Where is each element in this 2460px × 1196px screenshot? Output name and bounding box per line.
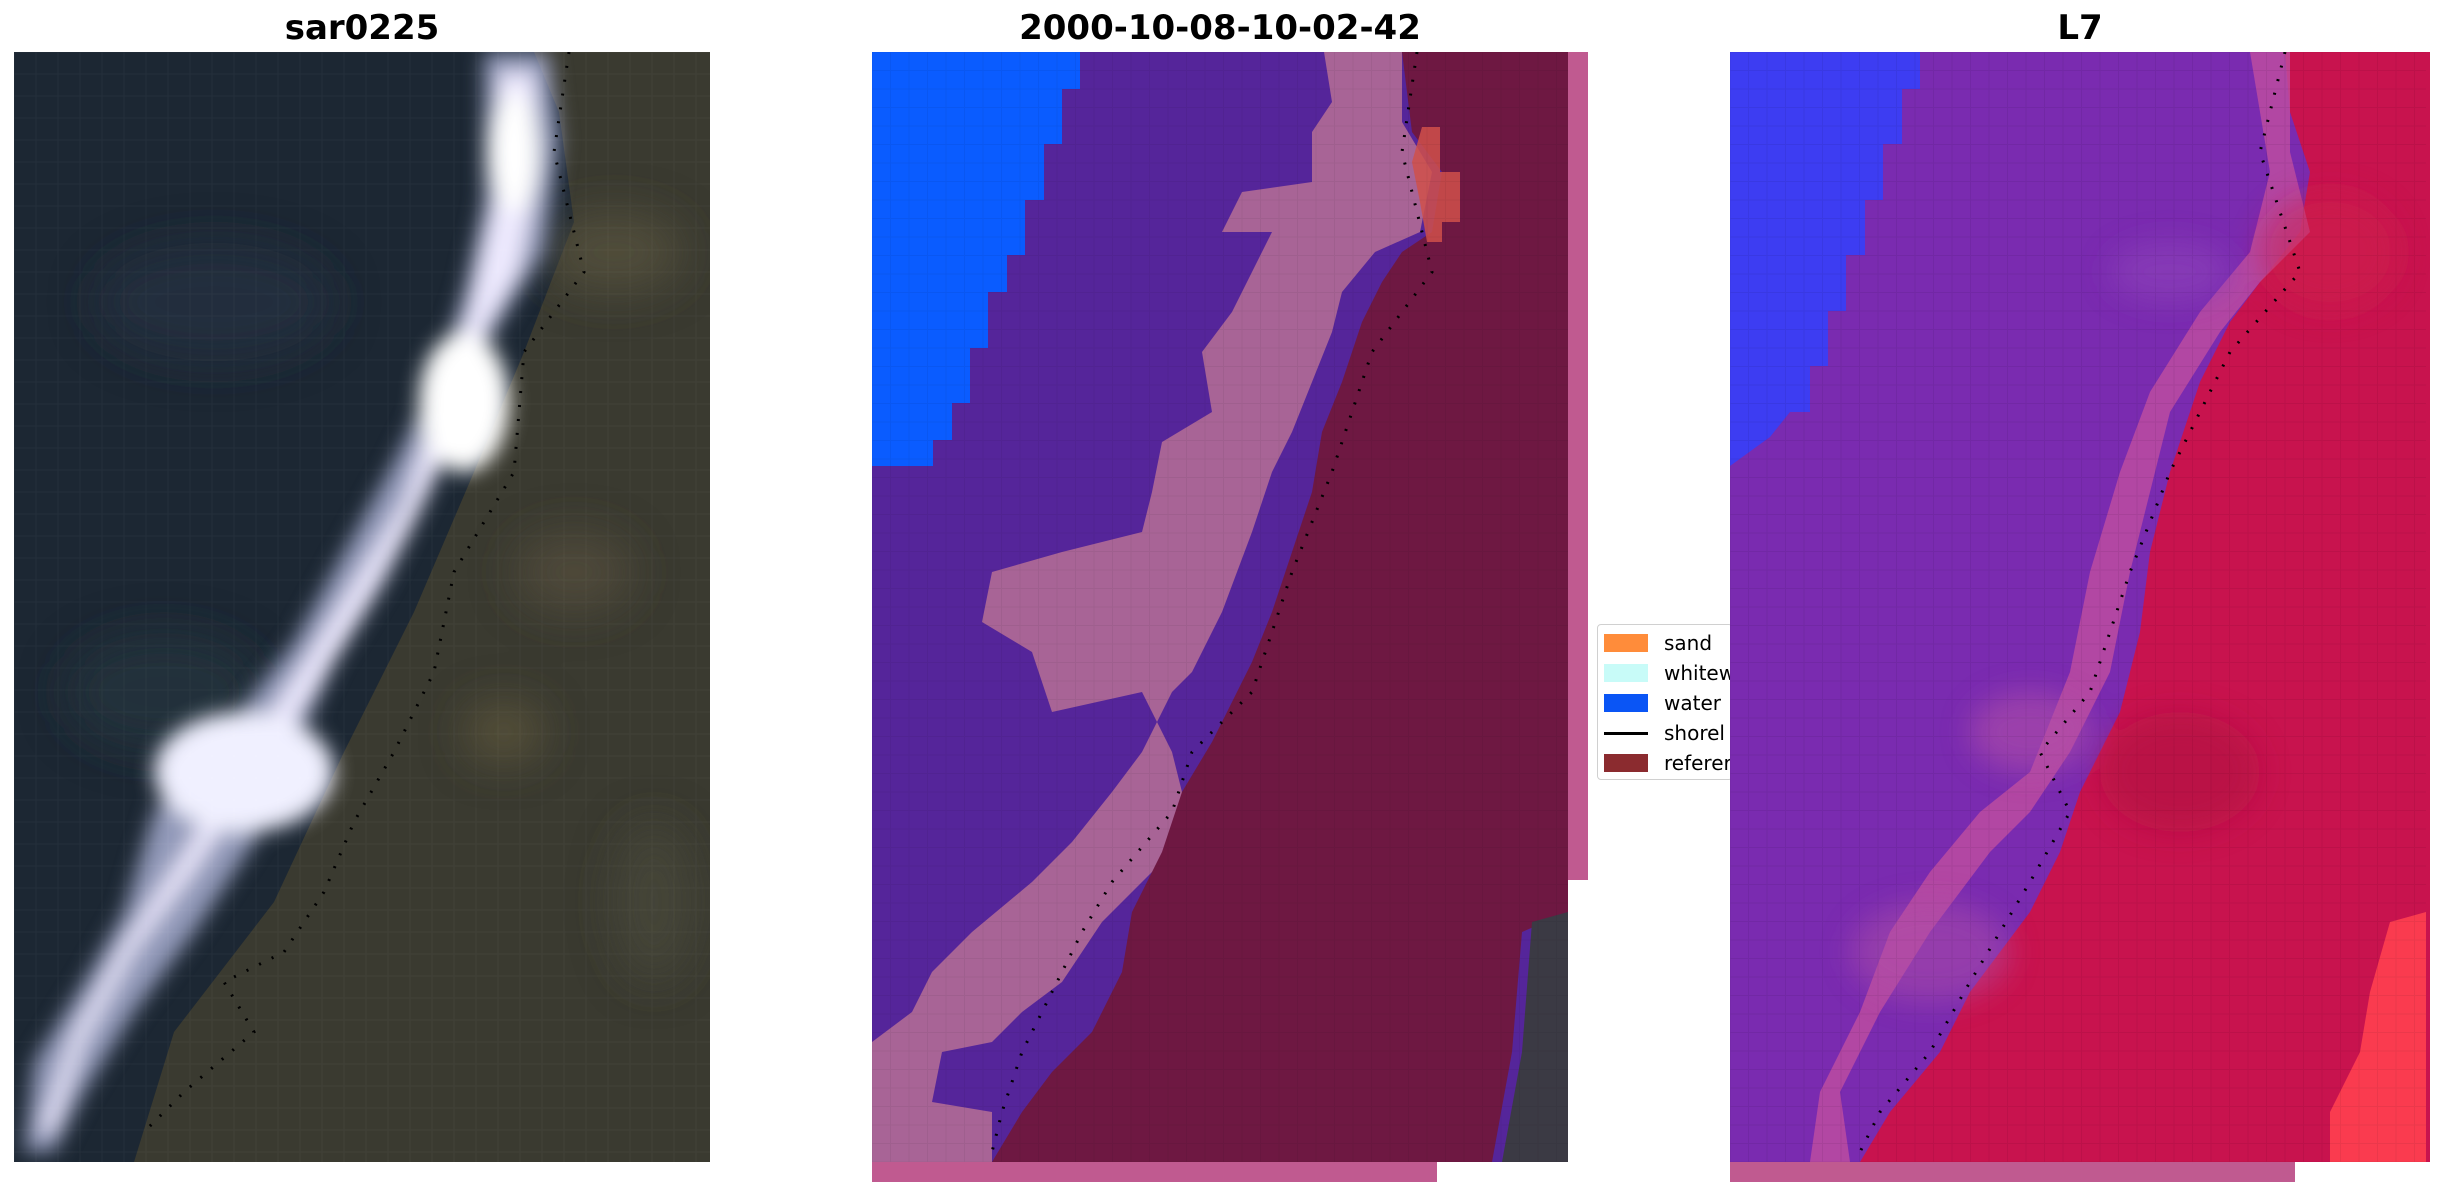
legend-swatch-sand: [1604, 634, 1648, 652]
legend-label-shoreline: shorel: [1664, 721, 1725, 745]
legend-item-whitewater: whitew: [1604, 661, 1733, 685]
panel-title-sar: sar0225: [284, 8, 440, 48]
panel-title-l7: L7: [2057, 8, 2103, 48]
legend-item-water: water: [1604, 691, 1721, 715]
legend-swatch-whitewater: [1604, 664, 1648, 682]
l7-image: [1730, 51, 2430, 1182]
classified-image: [872, 51, 1588, 1182]
panel-title-classified: 2000-10-08-10-02-42: [1019, 8, 1421, 48]
sar-image-panel: [14, 51, 710, 1162]
legend-label-reference: referer: [1664, 751, 1732, 775]
sar-image: [14, 51, 710, 1162]
l7-reference-strip: [1730, 1162, 2295, 1182]
legend-item-reference: referer: [1604, 751, 1732, 775]
l7-panel: [1730, 51, 2430, 1182]
classified-panel: [872, 51, 1588, 1182]
reference-strip-bottom: [872, 1162, 1437, 1182]
legend-line-shoreline: [1604, 731, 1648, 735]
reference-strip-right: [1568, 52, 1588, 880]
legend-item-sand: sand: [1604, 631, 1712, 655]
legend-swatch-reference: [1604, 754, 1648, 772]
legend-label-sand: sand: [1664, 631, 1713, 655]
legend-item-shoreline: shorel: [1604, 721, 1725, 745]
legend: sand whitew water shorel referer: [1597, 624, 1733, 780]
legend-label-water: water: [1664, 691, 1721, 715]
legend-swatch-water: [1604, 694, 1648, 712]
classified-shoreline: [990, 51, 1434, 1153]
legend-label-whitewater: whitew: [1664, 661, 1733, 685]
